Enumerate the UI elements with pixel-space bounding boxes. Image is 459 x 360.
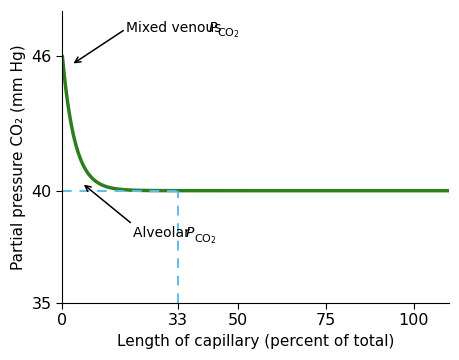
Y-axis label: Partial pressure CO₂ (mm Hg): Partial pressure CO₂ (mm Hg) — [11, 44, 26, 270]
Text: $\mathrm{CO_2}$: $\mathrm{CO_2}$ — [217, 27, 239, 40]
Text: $P$: $P$ — [185, 226, 195, 240]
Text: Mixed venous: Mixed venous — [125, 21, 225, 35]
Text: $\mathrm{CO_2}$: $\mathrm{CO_2}$ — [194, 232, 216, 246]
X-axis label: Length of capillary (percent of total): Length of capillary (percent of total) — [117, 334, 393, 349]
Text: $P$: $P$ — [208, 21, 218, 35]
Text: Alveolar: Alveolar — [132, 226, 193, 240]
